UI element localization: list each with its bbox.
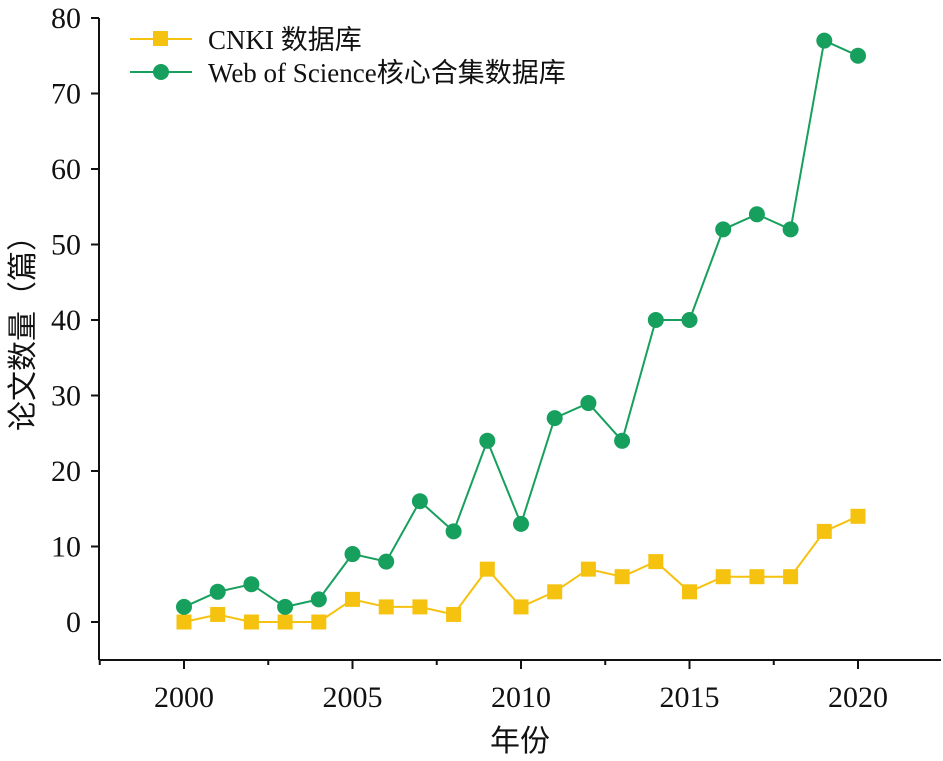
data-point-wos-2004 — [310, 591, 327, 608]
data-point-cnki-2017 — [749, 569, 765, 585]
data-point-wos-2015 — [681, 312, 698, 328]
legend-label-wos: Web of Science核心合集数据库 — [208, 58, 566, 88]
data-point-cnki-2019 — [816, 523, 832, 539]
data-point-cnki-2012 — [580, 561, 596, 577]
data-point-wos-2002 — [243, 576, 260, 593]
x-axis-title: 年份 — [490, 724, 550, 759]
data-point-cnki-2003 — [277, 614, 293, 630]
data-point-wos-2020 — [850, 47, 866, 64]
legend-marker-cnki — [153, 31, 168, 46]
y-tick-label-10: 10 — [51, 531, 81, 564]
data-point-cnki-2000 — [176, 614, 192, 630]
legend-item-wos: Web of Science核心合集数据库 — [130, 58, 566, 88]
data-point-cnki-2011 — [547, 584, 563, 600]
y-tick-label-60: 60 — [51, 153, 81, 186]
data-point-cnki-2007 — [412, 599, 428, 615]
y-tick-label-80: 80 — [51, 2, 81, 35]
legend-marker-wos — [153, 64, 169, 80]
data-point-wos-2019 — [816, 32, 833, 49]
legend: CNKI 数据库 Web of Science核心合集数据库 — [130, 25, 566, 88]
data-point-cnki-2010 — [513, 599, 529, 615]
data-point-cnki-2001 — [210, 606, 226, 622]
y-ticks: 0 10 20 30 40 50 60 70 80 — [51, 2, 99, 639]
data-point-wos-2000 — [176, 598, 192, 615]
data-point-wos-2003 — [277, 598, 294, 615]
x-tick-label-2010: 2010 — [491, 681, 551, 714]
data-point-wos-2014 — [647, 312, 664, 328]
y-tick-label-40: 40 — [51, 304, 81, 337]
data-point-wos-2001 — [209, 583, 226, 600]
data-point-cnki-2008 — [446, 606, 462, 622]
data-point-cnki-2009 — [479, 561, 495, 577]
data-point-cnki-2006 — [378, 599, 394, 615]
data-point-cnki-2014 — [648, 554, 664, 570]
data-point-cnki-2013 — [614, 569, 630, 585]
data-point-cnki-2004 — [311, 614, 327, 630]
y-axis-title: 论文数量（篇） — [6, 221, 41, 431]
legend-item-cnki: CNKI 数据库 — [130, 25, 362, 55]
data-point-wos-2007 — [411, 493, 428, 510]
data-point-cnki-2020 — [850, 508, 866, 524]
series-layer — [176, 32, 866, 630]
data-point-wos-2008 — [445, 523, 462, 540]
data-point-cnki-2016 — [715, 569, 731, 585]
x-tick-label-2015: 2015 — [660, 681, 720, 714]
y-tick-label-0: 0 — [66, 606, 81, 639]
data-point-cnki-2005 — [345, 591, 360, 607]
y-tick-label-70: 70 — [51, 78, 81, 111]
y-tick-label-20: 20 — [51, 455, 81, 488]
data-point-wos-2009 — [479, 432, 496, 449]
data-point-cnki-2018 — [783, 569, 799, 585]
data-point-wos-2006 — [378, 553, 395, 570]
axes — [98, 18, 941, 661]
data-point-wos-2005 — [344, 546, 361, 563]
data-point-wos-2018 — [782, 221, 799, 238]
data-point-wos-2017 — [748, 206, 765, 223]
x-tick-label-2020: 2020 — [828, 681, 888, 714]
data-point-wos-2010 — [513, 515, 529, 532]
data-point-wos-2016 — [715, 221, 732, 238]
data-point-cnki-2015 — [682, 584, 697, 600]
x-tick-label-2000: 2000 — [154, 681, 214, 714]
y-tick-label-30: 30 — [51, 380, 81, 413]
data-point-wos-2012 — [580, 395, 597, 412]
x-tick-label-2005: 2005 — [323, 681, 383, 714]
data-point-wos-2011 — [546, 410, 563, 427]
data-point-wos-2013 — [614, 432, 631, 449]
x-ticks: 2000 2005 2010 2015 2020 — [98, 660, 888, 714]
y-tick-label-50: 50 — [51, 229, 81, 262]
data-point-cnki-2002 — [243, 614, 259, 630]
legend-label-cnki: CNKI 数据库 — [208, 25, 362, 55]
